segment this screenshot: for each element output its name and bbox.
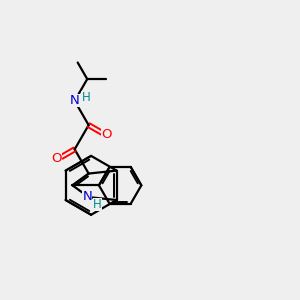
Text: N: N	[82, 190, 92, 203]
Text: O: O	[52, 152, 62, 165]
Text: O: O	[101, 128, 112, 141]
Text: N: N	[70, 94, 80, 107]
Text: H: H	[93, 198, 102, 211]
Text: H: H	[82, 92, 90, 104]
